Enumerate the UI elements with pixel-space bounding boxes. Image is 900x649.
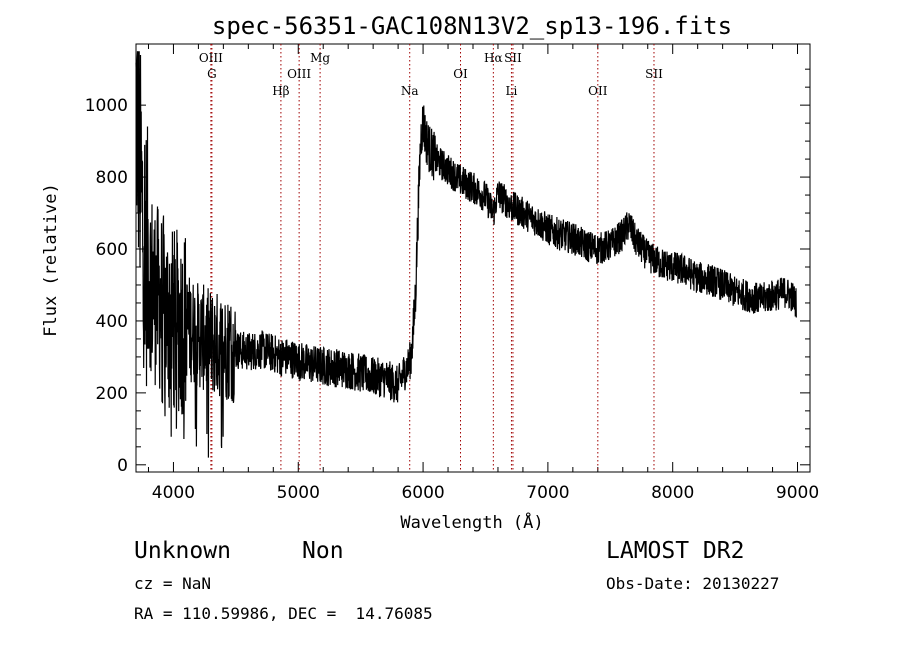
x-tick-label: 9000 xyxy=(776,483,819,503)
y-tick-label: 600 xyxy=(96,240,128,260)
spectral-line-label: Hβ xyxy=(272,84,289,98)
plot-frame xyxy=(135,43,811,473)
object-subclass: Non xyxy=(302,538,344,564)
observation-date: Obs-Date: 20130227 xyxy=(606,574,780,593)
spectral-line-label: Li xyxy=(506,84,518,98)
y-tick-label: 1000 xyxy=(85,96,128,116)
spectral-line-label: SII xyxy=(504,51,522,65)
spectral-line-label: OIII xyxy=(287,67,311,81)
spectral-line-label: OII xyxy=(588,84,608,98)
spectral-line-label: SII xyxy=(645,67,663,81)
spectral-line-label: OI xyxy=(453,67,468,81)
x-tick-label: 6000 xyxy=(401,483,444,503)
y-tick-label: 400 xyxy=(96,312,128,332)
y-tick-label: 0 xyxy=(117,456,128,476)
chart-title: spec-56351-GAC108N13V2_sp13-196.fits xyxy=(212,12,732,40)
x-tick-label: 7000 xyxy=(526,483,569,503)
spectral-line-label: Mg xyxy=(310,51,330,65)
spectral-line-label: G xyxy=(207,67,217,81)
y-tick-label: 800 xyxy=(96,168,128,188)
survey-name: LAMOST DR2 xyxy=(606,538,745,564)
x-tick-label: 5000 xyxy=(277,483,320,503)
spectral-line-label: Na xyxy=(401,84,419,98)
y-axis-label: Flux (relative) xyxy=(41,183,61,337)
spectral-line-label: Hα xyxy=(484,51,503,65)
redshift-value: cz = NaN xyxy=(134,574,212,593)
sky-coordinates: RA = 110.59986, DEC = 14.76085 xyxy=(134,604,433,623)
spectral-line-label: OIII xyxy=(199,51,223,65)
y-tick-label: 200 xyxy=(96,384,128,404)
x-axis-label: Wavelength (Å) xyxy=(400,511,543,533)
x-tick-label: 4000 xyxy=(152,483,195,503)
object-class: Unknown xyxy=(134,538,231,564)
spectrum-line xyxy=(135,51,797,458)
plot-axes: 4000 5000 6000 7000 8000 9000 0 200 400 600 800 100… xyxy=(85,43,819,503)
x-tick-label: 8000 xyxy=(651,483,694,503)
